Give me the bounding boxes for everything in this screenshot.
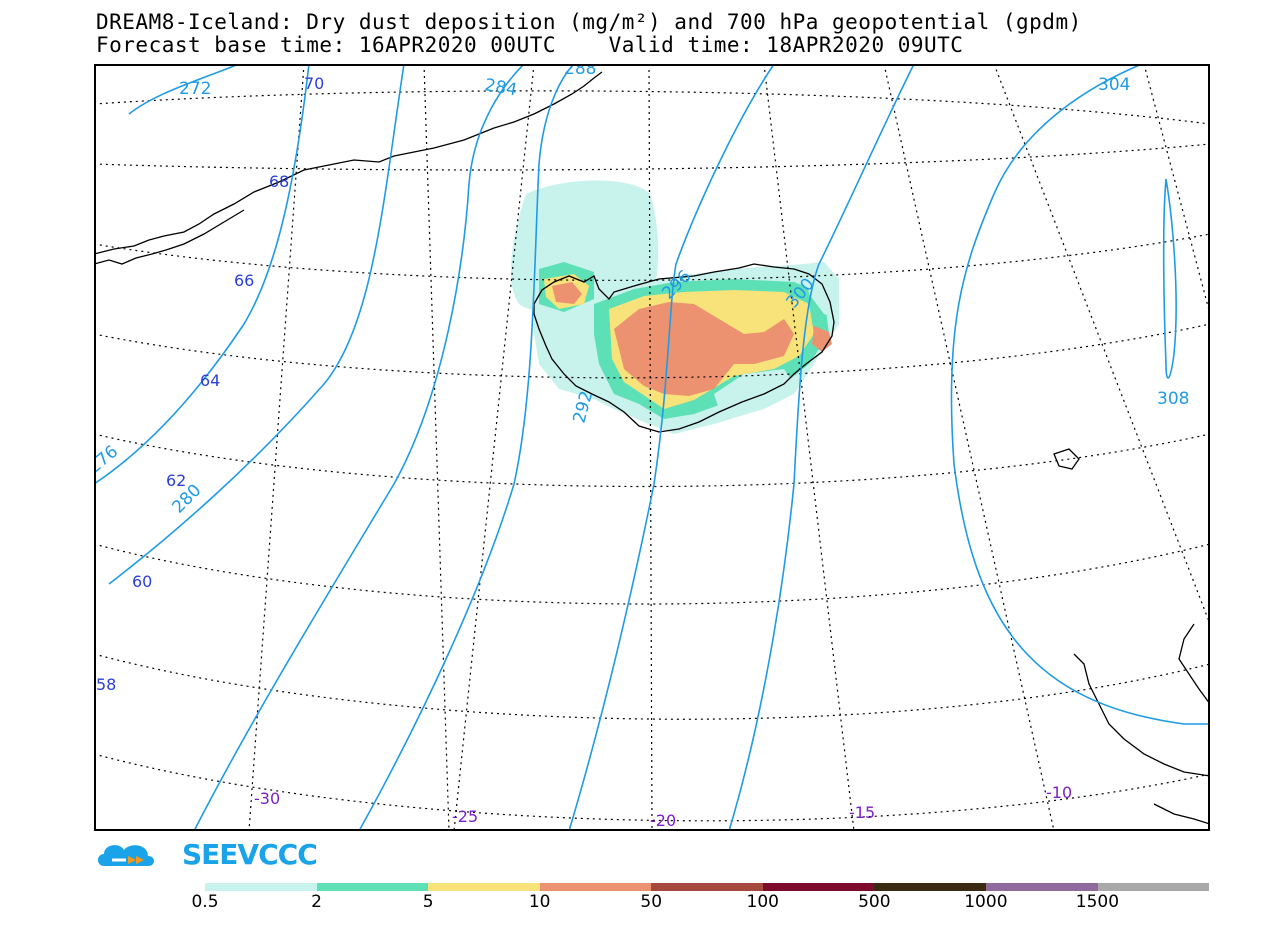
forecast-map: 272 276 280 284 288 292 296 300 304 308 …: [94, 64, 1210, 831]
legend-label: 5: [422, 892, 434, 912]
latitude-label: 64: [200, 371, 220, 390]
latitude-label: 58: [96, 675, 116, 694]
legend-label: 0.5: [191, 892, 219, 912]
longitude-label: -20: [650, 811, 676, 830]
latitude-label: 60: [132, 572, 152, 591]
legend-swatch: [428, 883, 540, 891]
map-title: DREAM8-Iceland: Dry dust deposition (mg/…: [96, 10, 1082, 34]
legend-label: 10: [528, 892, 551, 912]
longitude-label: -30: [254, 789, 280, 808]
latitude-label: 70: [304, 74, 324, 93]
legend-swatch: [762, 883, 875, 891]
legend-labels: 0.5 2 5 10 50 100 500 1000 1500: [0, 892, 1271, 916]
longitude-label: -15: [849, 803, 875, 822]
contour-label: 288: [564, 64, 596, 79]
contour-label: 308: [1157, 389, 1189, 409]
legend-swatch: [874, 883, 986, 891]
legend-swatch: [539, 883, 652, 891]
coastline: [94, 71, 1210, 825]
longitude-label: -10: [1046, 783, 1072, 802]
legend-swatch: [985, 883, 1098, 891]
cloud-icon: [98, 845, 154, 866]
latitude-label: 68: [269, 172, 289, 191]
legend-swatch: [651, 883, 763, 891]
legend-label: 2: [311, 892, 322, 912]
geopotential-contours: [94, 64, 1210, 831]
legend-label: 1000: [964, 892, 1008, 912]
legend-label: 1500: [1075, 892, 1120, 912]
latitude-label: 62: [166, 471, 186, 490]
contour-label: 272: [179, 79, 211, 99]
latitude-label: 66: [234, 271, 254, 290]
legend-swatch: [205, 883, 317, 891]
dust-deposition-field: [510, 180, 839, 434]
color-legend: [205, 883, 1210, 891]
longitude-label: -25: [452, 807, 478, 826]
map-subtitle: Forecast base time: 16APR2020 00UTC Vali…: [96, 33, 964, 57]
contour-label: 304: [1098, 75, 1130, 95]
legend-label: 50: [640, 892, 663, 912]
legend-swatch: [316, 883, 429, 891]
map-frame: [94, 64, 1210, 831]
seevccc-logo: [98, 845, 154, 866]
legend-swatch: [1097, 883, 1210, 891]
legend-label: 500: [858, 892, 891, 912]
logo-text: SEEVCCC: [182, 838, 318, 871]
legend-label: 100: [746, 892, 779, 912]
graticule: [94, 64, 1210, 831]
